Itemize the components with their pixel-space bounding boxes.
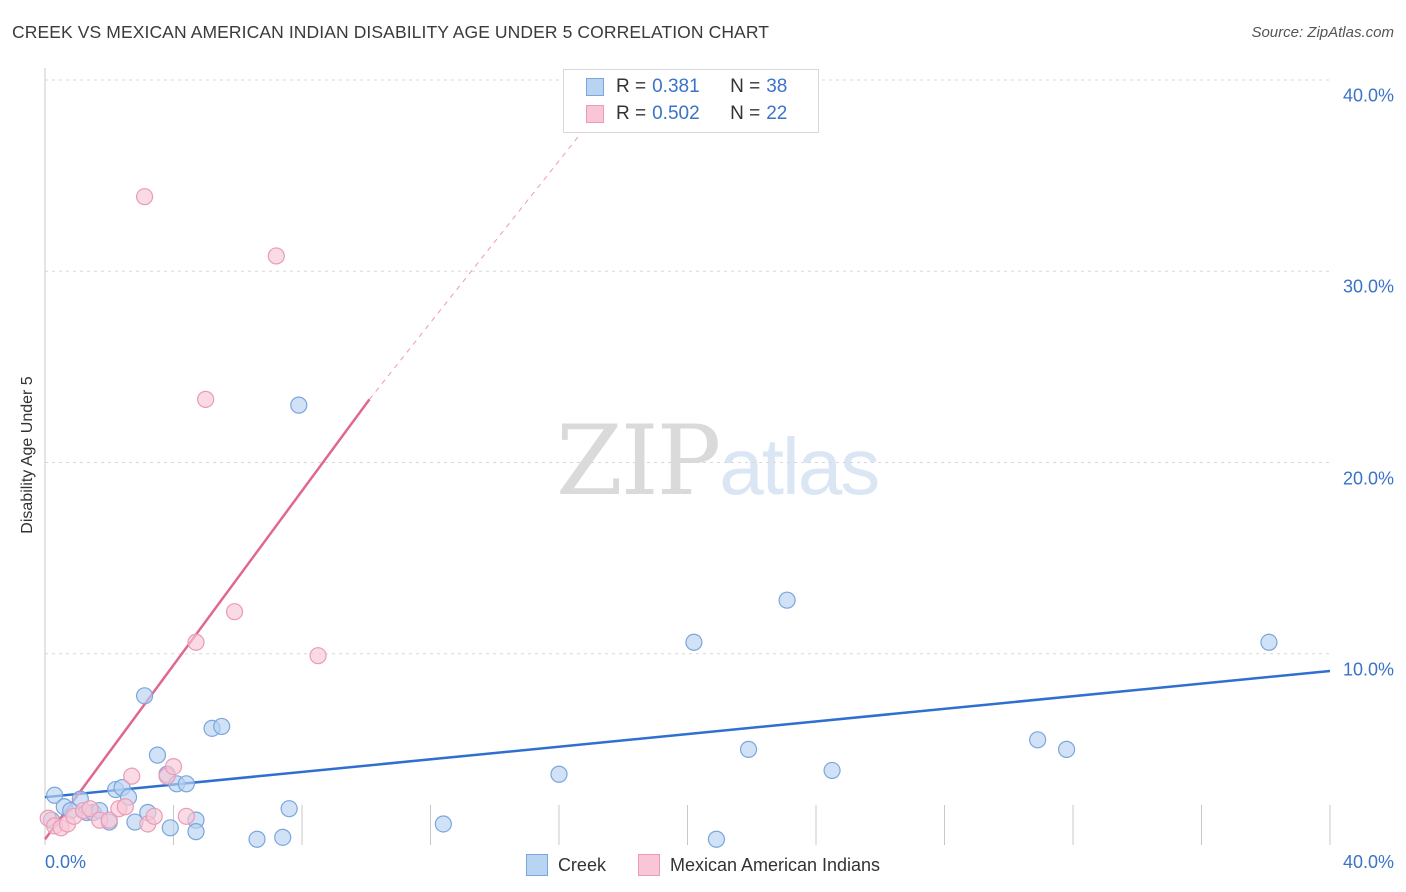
mai-trend-extension (369, 79, 624, 400)
n-label: N = (730, 76, 761, 97)
mai-trend-line (43, 398, 371, 841)
x-tick-label-max: 40.0% (1342, 852, 1394, 872)
legend-row-mai: R = 0.502 N = 22 (586, 102, 787, 126)
watermark-zip: ZIP (556, 405, 721, 517)
watermark-atlas: atlas (719, 422, 880, 511)
creek-point (213, 717, 231, 736)
mai-point (197, 390, 215, 408)
source-credit: Source: ZipAtlas.com (1251, 24, 1394, 41)
creek-point (161, 819, 179, 837)
creek-legend-swatch (525, 854, 548, 876)
mai-legend-swatch (637, 854, 660, 876)
mai-point (100, 811, 118, 829)
mai-swatch (586, 105, 604, 123)
x-tick-label-min: 0.0% (45, 852, 87, 872)
creek-r-value: 0.381 (652, 76, 700, 97)
y-tick-label: 30.0% (1342, 276, 1394, 297)
creek-trend-line (44, 669, 1331, 799)
mai-point (145, 807, 163, 825)
creek-point (46, 786, 64, 804)
mai-point (225, 603, 244, 621)
creek-legend-label: Creek (557, 854, 606, 875)
mai-point (123, 767, 141, 785)
r-label: R = (616, 103, 647, 124)
mai-point (309, 647, 327, 665)
mai-point (267, 247, 285, 265)
creek-point (280, 800, 298, 818)
legend-row-creek: R = 0.381 N = 38 (586, 75, 787, 99)
y-tick-label: 40.0% (1342, 85, 1394, 106)
creek-point (187, 823, 205, 841)
points-layer (39, 188, 1278, 848)
r-label: R = (616, 76, 647, 97)
creek-point (148, 746, 167, 764)
mai-point (81, 800, 99, 818)
chart-title: CREEK VS MEXICAN AMERICAN INDIAN DISABIL… (12, 22, 770, 42)
stats-legend: R = 0.381 N = 38 R = 0.502 N = 22 (563, 69, 819, 133)
watermark: ZIPatlas (556, 405, 880, 517)
grid-layer (45, 79, 1330, 655)
creek-point (135, 687, 154, 705)
creek-point (778, 591, 796, 609)
mai-point (187, 633, 205, 651)
creek-point (1029, 731, 1047, 749)
legend-item-creek[interactable]: Creek (525, 854, 606, 876)
series-legend: Creek Mexican American Indians (0, 852, 1406, 878)
mai-r-value: 0.502 (652, 103, 700, 124)
axis-layer (44, 68, 1331, 845)
mai-legend-label: Mexican American Indians (669, 854, 881, 875)
mai-point (164, 757, 183, 776)
creek-point (707, 830, 726, 848)
creek-point (434, 815, 452, 833)
n-label: N = (730, 103, 761, 124)
y-tick-label: 10.0% (1342, 659, 1394, 680)
creek-point (685, 633, 703, 651)
creek-point (274, 828, 292, 846)
creek-point (177, 775, 195, 793)
mai-point (116, 798, 134, 816)
mai-point (135, 188, 154, 206)
creek-swatch (586, 78, 604, 96)
creek-point (1260, 633, 1278, 651)
creek-point (550, 765, 568, 783)
legend-item-mai[interactable]: Mexican American Indians (637, 854, 881, 876)
creek-point (290, 396, 308, 414)
creek-n-value: 38 (766, 76, 788, 97)
y-tick-label: 20.0% (1342, 468, 1394, 488)
mai-n-value: 22 (766, 103, 788, 124)
trend-layer (43, 79, 1331, 841)
mai-point (177, 807, 195, 825)
creek-point (823, 761, 841, 780)
creek-point (248, 830, 266, 848)
creek-point (739, 740, 758, 758)
creek-point (1057, 740, 1076, 758)
